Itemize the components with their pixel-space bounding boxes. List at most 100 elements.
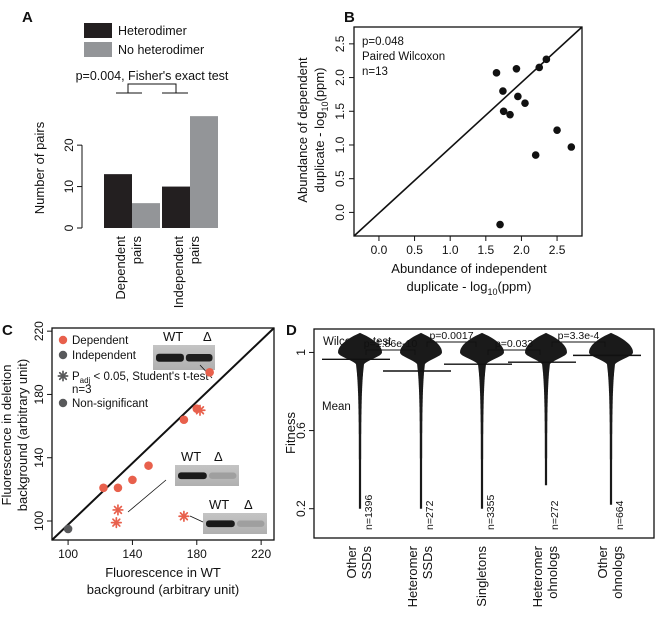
legend-label-heterodimer: Heterodimer [118,24,187,38]
star-stroke [179,512,189,521]
gel-inset-bottom [203,513,267,534]
panel-label-b: B [344,9,355,26]
identity-line [51,327,275,541]
y-axis-label-text: duplicate - log [312,112,327,193]
y-axis-label: Fitness [283,412,298,454]
category-label: Singletons [474,546,489,607]
legend-label-independent: Independent [72,350,137,362]
y-tick-label: 220 [32,321,46,341]
gel-inset-middle [175,465,239,486]
data-point [506,110,514,119]
category-label: ohnologs [545,546,560,599]
data-point [496,220,504,229]
gel-label-delta: Δ [214,449,223,464]
gel-connector [189,515,204,523]
panel-c-scatter: 100 140 180 220 100 140 180 220 Fluorescence in … [0,321,275,597]
category-label: SSDs [359,546,374,580]
data-point [113,483,123,493]
star-stroke [113,505,123,515]
y-tick-label: 0 [62,224,76,231]
stat-annotation: n=13 [362,66,388,78]
x-tick-label: 0.0 [371,243,388,257]
data-point [179,415,189,425]
panel-label-c: C [2,322,13,339]
y-tick-label: 0.6 [294,422,308,439]
category-label: Other [344,545,359,578]
x-tick-label: 140 [122,547,142,561]
comparison-p-value: p=1.86e-10 [364,338,418,350]
violin-other-ohnologs [589,332,633,505]
legend-label-significant: Padj < 0.05, Student's t-test [72,371,209,385]
gel-band-delta [185,354,213,362]
gel-band-delta [208,472,237,479]
legend-marker-nonsignificant [58,398,68,408]
y-axis-label-line1: Fluorescence in deletion [0,365,14,506]
x-tick-label: 100 [58,547,78,561]
comparison-p-value: p=0.033 [495,338,533,350]
category-label: Heteromer [530,545,545,607]
comparison-p-value: p=3.3e-4 [558,330,600,342]
gel-background [203,513,267,534]
x-tick-label: 0.5 [406,243,423,257]
gel-label-wt: WT [163,329,183,344]
violin-heteromer-ohnologs [525,332,567,486]
data-point [567,143,576,151]
legend-label-nonsignificant: Non-significant [72,398,149,410]
y-tick-label: 1 [294,349,308,356]
data-point [535,63,544,72]
x-axis-label-subscript: 10 [487,287,497,297]
mean-label: Mean [322,401,351,413]
y-tick-label: 0.5 [333,170,347,187]
y-axis-label-subscript: 10 [320,101,330,111]
legend-label-no-heterodimer: No heterodimer [118,43,204,57]
y-tick-label: 100 [32,511,46,531]
y-axis-label-line2: duplicate - log10(ppm) [312,68,330,193]
gel-label-wt: WT [209,497,229,512]
data-point [542,55,551,64]
gel-band-wt [206,520,235,528]
y-tick-label: 0.0 [333,204,347,221]
data-point [499,107,508,116]
y-tick-label: 20 [62,138,76,152]
y-axis-label: Number of pairs [32,121,47,214]
x-tick-label: 220 [251,547,271,561]
x-axis-label-unit: (ppm) [498,279,532,294]
legend-p-symbol: P [72,371,80,383]
bar-independent-heterodimer [162,186,190,228]
data-point [499,87,507,95]
data-point-significant [110,516,122,529]
x-tick-label: 2.0 [513,243,530,257]
sample-size-label: n=3355 [485,495,497,530]
x-axis-label-line1: Fluorescence in WT [105,565,221,580]
gel-background [175,465,239,486]
x-tick-label: 2.5 [549,243,566,257]
stat-annotation: Paired Wilcoxon [362,51,445,63]
star-stroke [58,371,68,381]
y-tick-label: 2.0 [333,69,347,86]
comparison-bracket [365,349,416,355]
y-tick-label: 10 [62,180,76,194]
x-axis-label-line2: background (arbitrary unit) [87,582,239,597]
data-point [205,367,214,377]
gel-connector [127,479,167,513]
sample-size-label: n=272 [424,500,436,530]
data-point-significant [194,404,206,416]
y-axis-label-unit: (ppm) [312,68,327,102]
data-point [553,126,561,134]
y-tick-label: 140 [32,447,46,467]
x-tick-label: 1.0 [442,243,459,257]
comparison-p-value: p=0.0017 [429,330,473,342]
legend-marker-independent [58,350,68,360]
category-label-independent: pairs [187,236,202,265]
data-point [63,524,73,534]
data-point [531,151,540,159]
stat-annotation: p=0.048 [362,36,404,48]
plot-frame [353,26,583,237]
data-point [521,99,529,107]
panel-d-violin: 0.20.61FitnessWilcoxon testMeann=1396Oth… [283,328,655,607]
gel-label-wt: WT [181,449,201,464]
data-point-significant [178,510,190,522]
legend-swatch-no-heterodimer [84,42,112,57]
gel-label-delta: Δ [244,497,253,512]
